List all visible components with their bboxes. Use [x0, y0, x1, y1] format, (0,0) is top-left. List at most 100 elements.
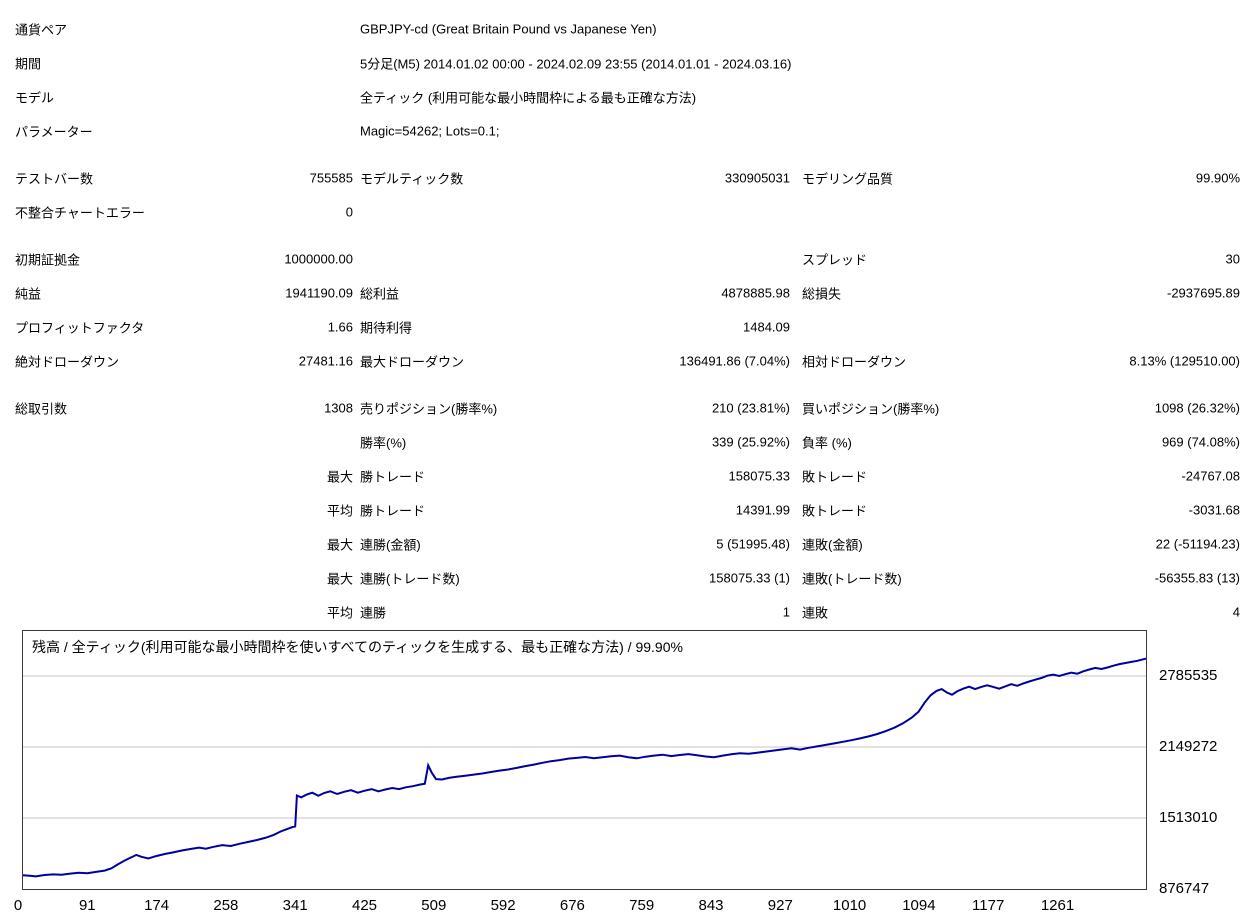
header-value: 全ティック (利用可能な最小時間枠による最も正確な方法) — [360, 90, 697, 106]
stat-value: -24767.08 — [1181, 468, 1240, 484]
x-axis-label: 0 — [13, 897, 23, 914]
stat-value: -56355.83 (13) — [1154, 570, 1240, 586]
report-header: 通貨ペア GBPJPY-cd (Great Britain Pound vs Ja… — [0, 12, 1258, 148]
stat-value: 330905031 — [724, 170, 790, 186]
y-axis-label: 2785535 — [1159, 667, 1218, 684]
x-axis: 0 91 174 258 341 425 509 592 676 759 843 927 1010 109… — [14, 890, 1147, 920]
stat-label: 敗トレード — [802, 503, 868, 519]
stats-row: 平均 連勝 1 連敗 4 — [0, 595, 1258, 629]
stat-value: 1484.09 — [743, 319, 790, 335]
x-axis-label: 1177 — [972, 897, 1005, 914]
header-row: 期間 5分足(M5) 2014.01.02 00:00 - 2024.02.09 … — [0, 46, 1258, 80]
y-axis-label: 876747 — [1159, 880, 1210, 897]
stat-label: モデリング品質 — [802, 171, 894, 187]
stat-label: 連勝(トレード数) — [360, 571, 460, 587]
stat-value: 1941190.09 — [285, 285, 353, 301]
x-axis-label: 509 — [421, 897, 447, 914]
x-axis-label: 759 — [629, 897, 655, 914]
stat-label: 連勝 — [360, 605, 387, 621]
stat-value: -2937695.89 — [1166, 285, 1240, 301]
stat-label: 不整合チャートエラー — [15, 205, 145, 221]
stats-row: テストバー数 755585 モデルティック数 330905031 モデリング品質 99.9… — [0, 161, 1258, 195]
chart-title: 残高 / 全ティック(利用可能な最小時間枠を使いすべてのティックを生成する、最も… — [32, 639, 683, 655]
stat-label: 総取引数 — [15, 401, 68, 417]
stat-value: 158075.33 (1) — [709, 570, 790, 586]
stats-row: 平均 勝トレード 14391.99 敗トレード -3031.68 — [0, 493, 1258, 527]
stats-row: 初期証拠金 1000000.00 スプレッド 30 — [0, 242, 1258, 276]
x-axis-label: 1261 — [1040, 897, 1075, 914]
stat-label: 連勝(金額) — [360, 537, 421, 553]
header-label: パラメーター — [15, 124, 93, 140]
stat-value: 最大 — [326, 537, 353, 553]
balance-chart: 残高 / 全ティック(利用可能な最小時間枠を使いすべてのティックを生成する、最も… — [22, 630, 1217, 897]
stat-value: 339 (25.92%) — [711, 434, 790, 450]
stats-row: 最大 連勝(トレード数) 158075.33 (1) 連敗(トレード数) -56355.… — [0, 561, 1258, 595]
stat-label: 初期証拠金 — [15, 252, 81, 268]
stat-value: 755585 — [309, 170, 353, 186]
stat-label: 総利益 — [360, 286, 400, 302]
stats-row: 絶対ドローダウン 27481.16 最大ドローダウン 136491.86 (7.04%… — [0, 344, 1258, 378]
stat-label: 勝トレード — [360, 469, 426, 485]
stat-value: 1000000.00 — [284, 251, 353, 267]
stat-value: 969 (74.08%) — [1161, 434, 1240, 450]
stat-value: 4 — [1232, 604, 1240, 620]
header-label: 通貨ペア — [15, 22, 68, 38]
stat-label: 敗トレード — [802, 469, 868, 485]
header-label: モデル — [15, 90, 55, 106]
stat-value: 27481.16 — [298, 353, 353, 369]
x-axis-label: 425 — [351, 897, 378, 914]
y-axis-label: 2149272 — [1159, 738, 1218, 755]
stat-label: モデルティック数 — [360, 171, 464, 187]
stat-label: 買いポジション(勝率%) — [802, 401, 940, 417]
chart-plot-area — [22, 630, 1147, 890]
stat-value: 14391.99 — [735, 502, 790, 518]
x-axis-label: 174 — [144, 897, 170, 914]
stat-label: 相対ドローダウン — [802, 354, 907, 370]
stats-row: 勝率(%) 339 (25.92%) 負率 (%) 969 (74.08%) — [0, 425, 1258, 459]
stats-row: 最大 勝トレード 158075.33 敗トレード -24767.08 — [0, 459, 1258, 493]
stat-value: 最大 — [326, 469, 353, 485]
header-value: Magic=54262; Lots=0.1; — [360, 123, 500, 139]
header-row: パラメーター Magic=54262; Lots=0.1; — [0, 114, 1258, 148]
stat-value: 1.66 — [327, 319, 353, 335]
stat-value: 136491.86 (7.04%) — [679, 353, 790, 369]
x-axis-label: 341 — [282, 897, 308, 914]
stat-label: 総損失 — [802, 286, 842, 302]
x-axis-label: 258 — [213, 897, 239, 914]
header-row: 通貨ペア GBPJPY-cd (Great Britain Pound vs Ja… — [0, 12, 1258, 46]
y-axis-label: 1513010 — [1159, 809, 1218, 826]
stat-label: プロフィットファクタ — [15, 320, 145, 336]
stat-label: 期待利得 — [360, 320, 413, 336]
stat-value: 1098 (26.32%) — [1154, 400, 1240, 416]
stat-value: 22 (-51194.23) — [1155, 536, 1240, 552]
stat-value: 99.90% — [1195, 170, 1240, 186]
stat-value: 0 — [345, 204, 353, 220]
x-axis-label: 1094 — [902, 897, 936, 914]
stats-row: プロフィットファクタ 1.66 期待利得 1484.09 — [0, 310, 1258, 344]
stat-label: テストバー数 — [15, 171, 94, 187]
stats-row: 不整合チャートエラー 0 — [0, 195, 1258, 229]
stat-label: 連敗 — [802, 605, 829, 621]
stat-value: 4878885.98 — [721, 285, 790, 301]
x-axis-label: 91 — [78, 897, 96, 914]
stat-label: 負率 (%) — [802, 435, 852, 451]
stat-value: 1308 — [324, 400, 353, 416]
stats-row: 純益 1941190.09 総利益 4878885.98 総損失 -2937695.89 — [0, 276, 1258, 310]
stats-table: テストバー数 755585 モデルティック数 330905031 モデリング品質 99.9… — [0, 161, 1258, 629]
header-label: 期間 — [15, 56, 42, 72]
x-axis-label: 927 — [767, 897, 793, 914]
stat-value: 平均 — [326, 503, 353, 519]
balance-line — [22, 657, 1147, 878]
stat-value: 30 — [1225, 251, 1240, 267]
header-value: 5分足(M5) 2014.01.02 00:00 - 2024.02.09 23… — [360, 56, 792, 72]
x-axis-label: 592 — [490, 897, 516, 914]
stat-label: 連敗(トレード数) — [802, 571, 902, 587]
x-axis-label: 676 — [559, 897, 585, 914]
stat-label: スプレッド — [802, 252, 868, 268]
header-value: GBPJPY-cd (Great Britain Pound vs Japane… — [360, 21, 657, 37]
stat-label: 純益 — [15, 286, 42, 302]
stats-row: 最大 連勝(金額) 5 (51995.48) 連敗(金額) 22 (-51194.23) — [0, 527, 1258, 561]
stat-label: 最大ドローダウン — [360, 354, 465, 370]
x-axis-label: 1010 — [832, 897, 867, 914]
